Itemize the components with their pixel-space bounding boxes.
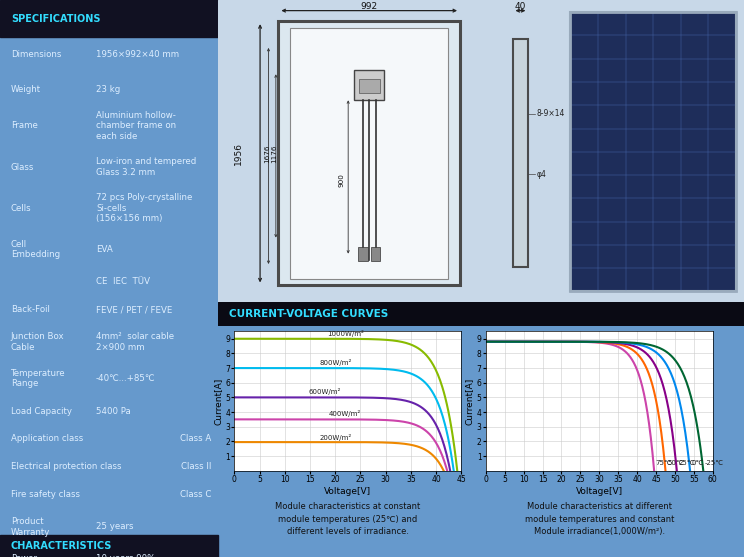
Text: Fire safety class: Fire safety class [11, 490, 80, 499]
Text: SPECIFICATIONS: SPECIFICATIONS [11, 14, 100, 24]
Text: 1676: 1676 [264, 144, 270, 163]
Y-axis label: Current[A]: Current[A] [465, 378, 474, 424]
Text: Power
Guarantee: Power Guarantee [11, 554, 57, 557]
Text: 72 pcs Poly-crystalline
Si-cells
(156×156 mm): 72 pcs Poly-crystalline Si-cells (156×15… [96, 193, 192, 223]
Bar [513, 40, 528, 267]
Text: Weight: Weight [11, 85, 41, 94]
Text: FEVE / PET / FEVE: FEVE / PET / FEVE [96, 305, 173, 314]
Text: 10 years 90%
25 years 80%: 10 years 90% 25 years 80% [96, 554, 155, 557]
Text: 4mm²  solar cable
2×900 mm: 4mm² solar cable 2×900 mm [96, 333, 174, 351]
Text: φ4: φ4 [536, 170, 546, 179]
Text: 25 years: 25 years [96, 522, 133, 531]
Text: 1956×992×40 mm: 1956×992×40 mm [96, 50, 179, 59]
Text: Cell
Embedding: Cell Embedding [11, 240, 60, 259]
Text: Class C: Class C [180, 490, 211, 499]
Text: 50℃: 50℃ [667, 460, 684, 466]
Bar [290, 28, 449, 278]
Bar [278, 21, 460, 285]
Text: Temperature
Range: Temperature Range [11, 369, 65, 388]
Text: EVA: EVA [96, 245, 112, 254]
Text: CE  IEC  TÜV: CE IEC TÜV [96, 277, 150, 286]
Text: Cells: Cells [11, 204, 31, 213]
Text: 23 kg: 23 kg [96, 85, 121, 94]
Text: 992: 992 [361, 2, 378, 11]
Text: 900: 900 [339, 173, 345, 187]
Text: Back-Foil: Back-Foil [11, 305, 50, 314]
Bar [354, 70, 384, 100]
Text: Module characteristics at constant
module temperatures (25℃) and
different level: Module characteristics at constant modul… [275, 502, 420, 536]
Text: 0℃: 0℃ [692, 460, 704, 466]
Bar [0, 0, 218, 37]
Bar [371, 247, 380, 261]
X-axis label: Voltage[V]: Voltage[V] [324, 487, 371, 496]
Bar [358, 247, 368, 261]
Text: CURRENT-VOLTAGE CURVES: CURRENT-VOLTAGE CURVES [228, 309, 388, 319]
Text: 40: 40 [515, 2, 526, 11]
Text: Frame: Frame [11, 121, 38, 130]
Text: Application class: Application class [11, 434, 83, 443]
Bar [571, 12, 736, 291]
X-axis label: Voltage[V]: Voltage[V] [576, 487, 623, 496]
Text: Module characteristics at different
module temperatures and constant
Module irra: Module characteristics at different modu… [525, 502, 674, 536]
Text: 800W/m²: 800W/m² [319, 359, 351, 366]
Text: 5400 Pa: 5400 Pa [96, 407, 131, 416]
Text: 200W/m²: 200W/m² [319, 434, 351, 441]
Text: 8-9×14: 8-9×14 [536, 109, 565, 118]
Bar [571, 12, 736, 291]
Text: Electrical protection class: Electrical protection class [11, 462, 121, 471]
Text: -25℃: -25℃ [705, 460, 724, 466]
Text: Aluminium hollow-
chamber frame on
each side: Aluminium hollow- chamber frame on each … [96, 111, 176, 141]
Text: 75℃: 75℃ [655, 460, 673, 466]
Text: Load Capacity: Load Capacity [11, 407, 72, 416]
Text: 1176: 1176 [272, 144, 278, 163]
Text: Dimensions: Dimensions [11, 50, 61, 59]
Text: -40℃...+85℃: -40℃...+85℃ [96, 374, 155, 383]
Text: Class II: Class II [181, 462, 211, 471]
Text: Class A: Class A [180, 434, 211, 443]
Text: 600W/m²: 600W/m² [309, 388, 341, 395]
Text: Product
Warranty: Product Warranty [11, 517, 51, 536]
Text: 1956: 1956 [234, 142, 243, 165]
Bar [359, 79, 379, 93]
Text: Glass: Glass [11, 163, 34, 172]
Bar [0, 535, 218, 557]
Text: 400W/m²: 400W/m² [329, 411, 362, 417]
Text: 25℃: 25℃ [679, 460, 695, 466]
Text: Low-iron and tempered
Glass 3.2 mm: Low-iron and tempered Glass 3.2 mm [96, 158, 196, 177]
Text: Junction Box
Cable: Junction Box Cable [11, 333, 65, 351]
Text: 1000W/m²: 1000W/m² [327, 330, 364, 337]
Text: CHARACTERISTICS: CHARACTERISTICS [11, 541, 112, 551]
Y-axis label: Current[A]: Current[A] [214, 378, 222, 424]
